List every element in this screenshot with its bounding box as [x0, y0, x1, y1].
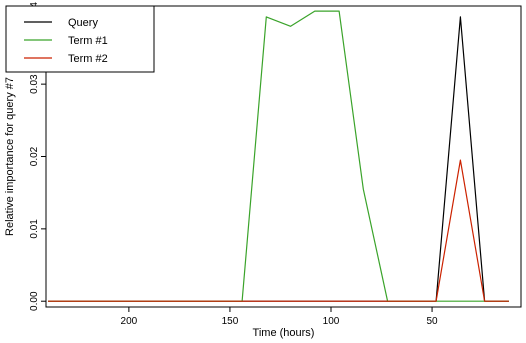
plot-area [45, 5, 522, 308]
y-tick-label: 0.02 [29, 146, 40, 166]
x-tick-label: 200 [121, 316, 138, 327]
legend-entry-term-1: Term #1 [24, 35, 108, 47]
legend-label-term-2: Term #2 [68, 53, 108, 65]
x-axis-label: Time (hours) [253, 327, 315, 339]
y-tick-label: 0.03 [29, 74, 40, 94]
legend-entry-query: Query [24, 17, 98, 29]
x-tick-label: 150 [222, 316, 239, 327]
series-layer [48, 10, 509, 302]
legend-label-query: Query [68, 17, 98, 29]
legend: Query Term #1 Term #2 [5, 5, 155, 73]
legend-frame [5, 5, 155, 73]
y-tick-label: 0.01 [29, 219, 40, 239]
x-tick-label: 100 [323, 316, 340, 327]
x-tick-label: 50 [427, 316, 439, 327]
y-axis-label: Relative importance for query #7 [4, 77, 16, 236]
legend-entry-term-2: Term #2 [24, 53, 108, 65]
series-line-term-2 [48, 159, 509, 302]
y-tick-label: 0.00 [29, 291, 40, 311]
legend-label-term-1: Term #1 [68, 35, 108, 47]
x-axis: 200 150 100 50 [121, 307, 439, 327]
